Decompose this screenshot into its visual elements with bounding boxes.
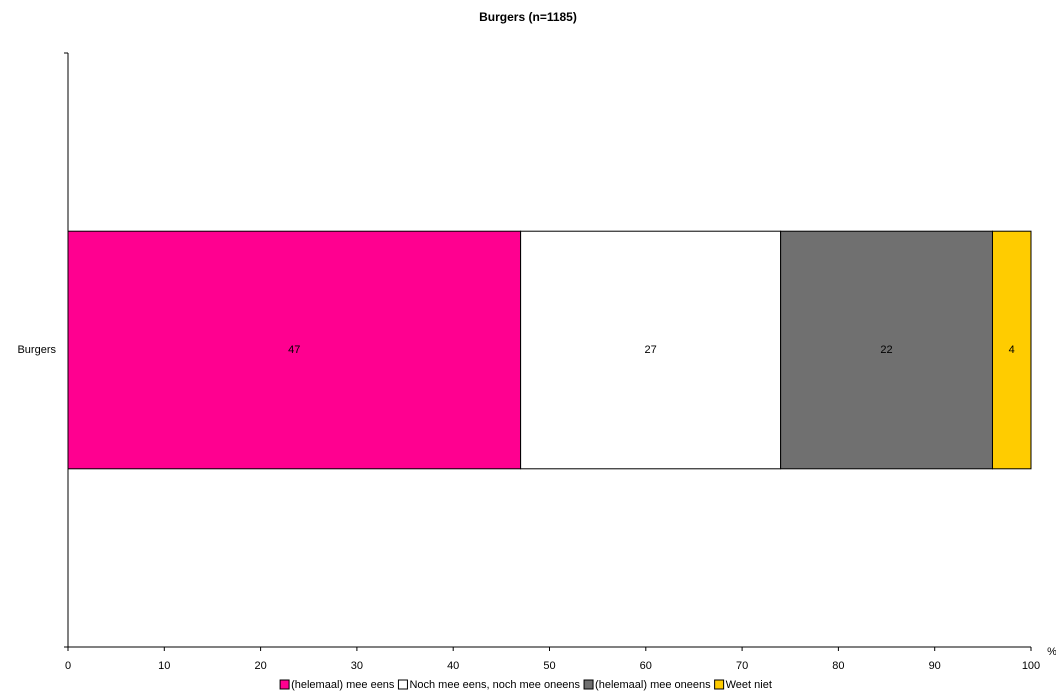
x-tick-label: 0 bbox=[65, 660, 71, 672]
x-tick-label: 30 bbox=[351, 660, 363, 672]
value-label: 47 bbox=[288, 344, 300, 356]
legend-swatch bbox=[714, 679, 725, 690]
bar-segment bbox=[67, 230, 522, 470]
legend-swatch bbox=[583, 679, 594, 690]
bar-segment bbox=[780, 230, 993, 470]
legend-swatch bbox=[397, 679, 408, 690]
value-label: 27 bbox=[644, 344, 656, 356]
x-tick-label: 70 bbox=[736, 660, 748, 672]
x-tick-label: 20 bbox=[254, 660, 266, 672]
legend-label: (helemaal) mee eens bbox=[291, 679, 395, 691]
x-tick-label: 10 bbox=[158, 660, 170, 672]
value-label: 4 bbox=[1009, 344, 1015, 356]
x-axis-label: % bbox=[1047, 646, 1056, 658]
y-tick-label: Burgers bbox=[17, 344, 56, 356]
x-tick-label: 40 bbox=[447, 660, 459, 672]
legend-label: (helemaal) mee oneens bbox=[595, 679, 711, 691]
x-tick-label: 90 bbox=[929, 660, 941, 672]
legend-label: Weet niet bbox=[726, 679, 772, 691]
value-label: 22 bbox=[880, 344, 892, 356]
chart-title: Burgers (n=1185) bbox=[479, 10, 577, 24]
bar-segment bbox=[991, 230, 1032, 470]
x-tick-label: 80 bbox=[832, 660, 844, 672]
legend-label: Noch mee eens, noch mee oneens bbox=[409, 679, 580, 691]
x-tick-label: 60 bbox=[640, 660, 652, 672]
x-tick-label: 100 bbox=[1022, 660, 1040, 672]
legend-swatch bbox=[279, 679, 290, 690]
x-tick-label: 50 bbox=[543, 660, 555, 672]
